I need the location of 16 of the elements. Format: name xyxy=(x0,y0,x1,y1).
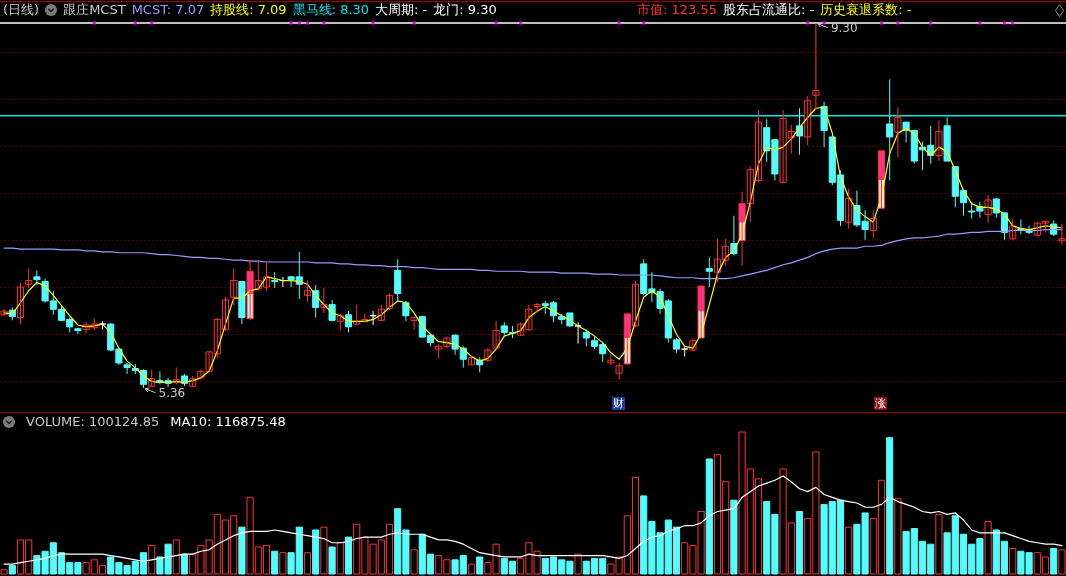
annotation: 9.30 xyxy=(830,21,858,35)
text: 持股线: 7.09 xyxy=(210,2,287,18)
text: MA10: 116875.48 xyxy=(170,414,286,430)
text: 大周期: - xyxy=(375,2,428,18)
legend-title: 跟庄MCST xyxy=(63,2,126,18)
text: MCST: 7.07 xyxy=(131,2,205,18)
text: 市值: 123.55 xyxy=(637,2,717,18)
chart-title: (日线) xyxy=(3,2,40,18)
ref-line-label: 黑马线: 8.30 xyxy=(292,2,370,18)
text: 涨 xyxy=(874,397,887,410)
text: 历史衰退系数: - xyxy=(820,2,912,18)
annotation: 5.36 xyxy=(158,386,186,400)
legend-title: VOLUME: 100124.85 xyxy=(26,414,160,430)
text: 财 xyxy=(612,397,625,410)
text: 股东占流通比: - xyxy=(723,2,815,18)
ref-line-label: 龙门: 9.30 xyxy=(433,2,497,18)
